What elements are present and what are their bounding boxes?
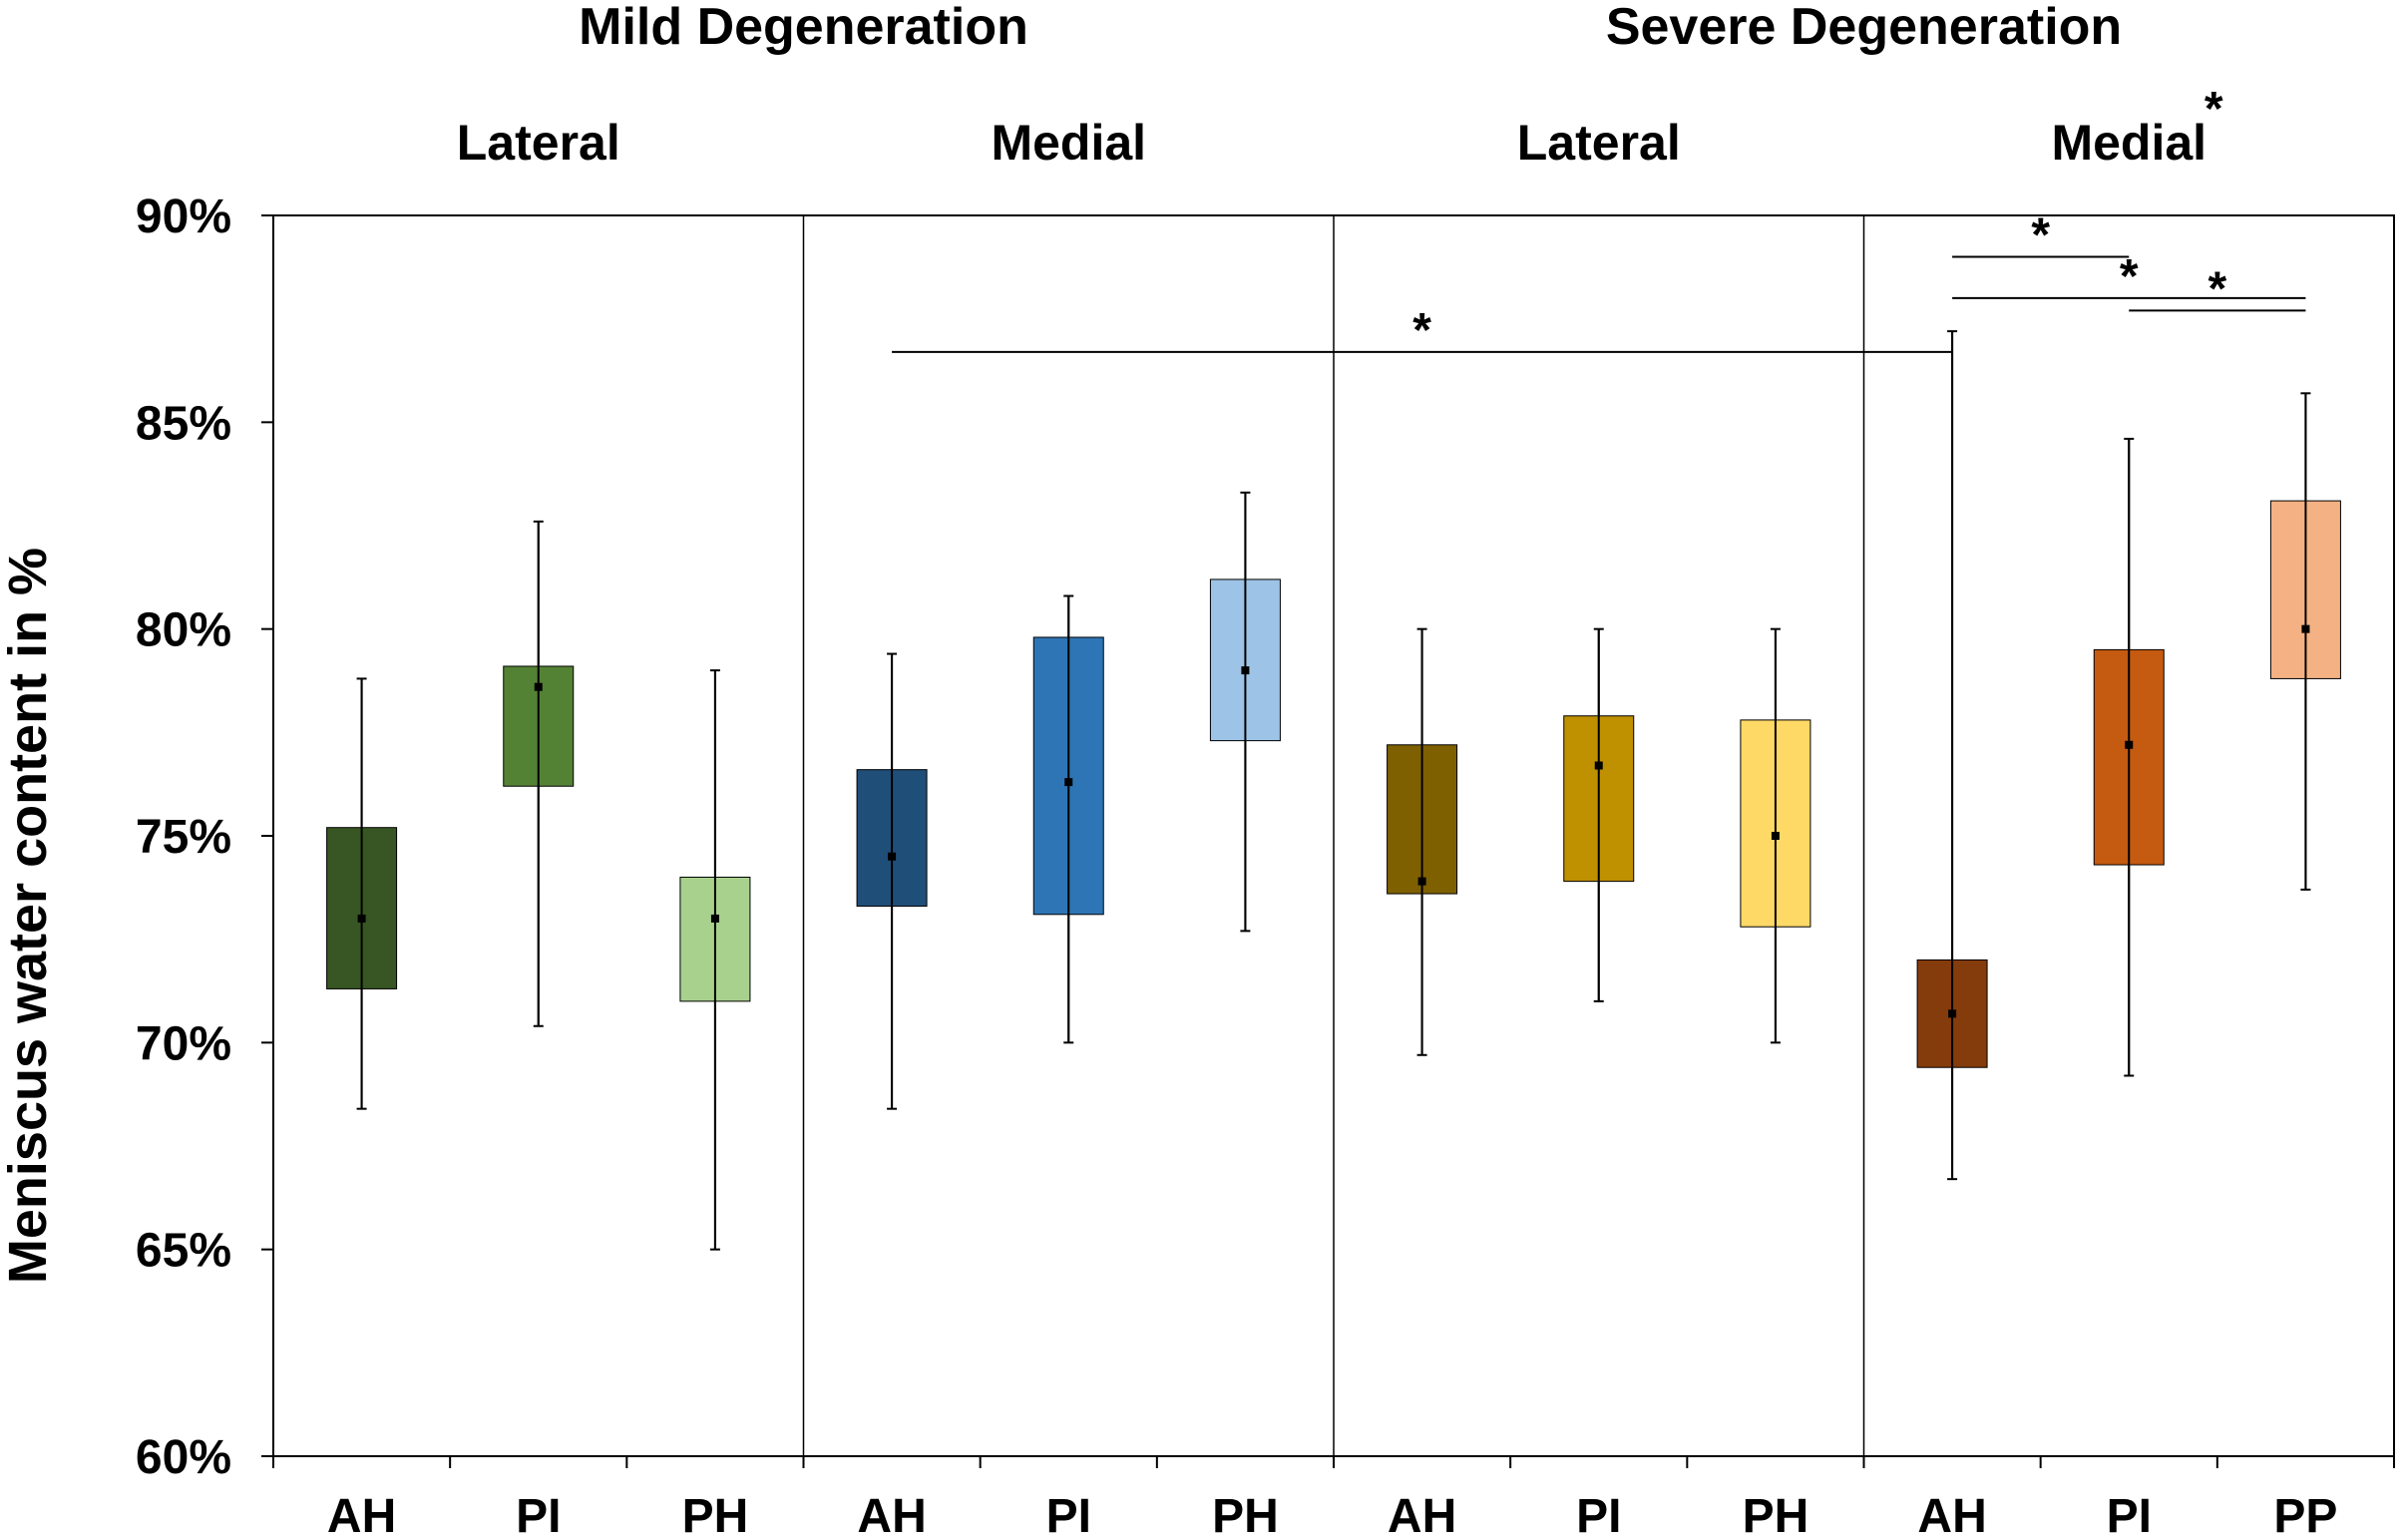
degeneration-header: Mild Degeneration xyxy=(579,0,1028,56)
median-marker xyxy=(1594,761,1603,770)
x-tick-label: PI xyxy=(516,1490,561,1540)
median-marker xyxy=(1241,666,1250,675)
median-marker xyxy=(357,914,366,923)
significance-star: * xyxy=(1412,304,1431,357)
x-tick-label: PH xyxy=(1212,1490,1279,1540)
box-pp-11 xyxy=(2269,392,2341,891)
x-tick-label: AH xyxy=(327,1490,396,1540)
median-marker xyxy=(2125,740,2134,749)
x-tick-label: PH xyxy=(1743,1490,1809,1540)
group-side-label: Medial xyxy=(2051,115,2206,171)
box-pi-10 xyxy=(2093,437,2165,1077)
y-axis-label: Meniscus water content in % xyxy=(0,548,58,1284)
y-tick-label: 85% xyxy=(136,397,231,450)
degeneration-header: Severe Degeneration xyxy=(1606,0,2122,56)
y-tick-label: 90% xyxy=(136,191,231,243)
group-side-label: Medial xyxy=(991,115,1146,171)
box-ph-5 xyxy=(1209,491,1281,933)
box-pi-7 xyxy=(1563,627,1635,1002)
box-pi-1 xyxy=(503,520,575,1027)
median-marker xyxy=(1948,1009,1957,1018)
significance-star: * xyxy=(2031,208,2050,261)
y-tick-label: 80% xyxy=(136,604,231,657)
box-ah-0 xyxy=(326,677,398,1110)
y-tick-label: 60% xyxy=(136,1431,231,1484)
median-marker xyxy=(1064,778,1073,787)
y-tick-label: 65% xyxy=(136,1225,231,1278)
box-ah-6 xyxy=(1387,627,1458,1056)
box-ph-2 xyxy=(679,669,751,1251)
group-side-label: Lateral xyxy=(457,115,620,171)
x-tick-label: AH xyxy=(1917,1490,1986,1540)
x-tick-label: AH xyxy=(1388,1490,1456,1540)
box-ah-9 xyxy=(1916,330,1988,1181)
x-tick-label: PH xyxy=(682,1490,749,1540)
x-tick-label: PI xyxy=(1576,1490,1621,1540)
median-marker xyxy=(888,852,897,861)
group-significance-star: * xyxy=(2205,83,2223,136)
box-pi-4 xyxy=(1032,594,1104,1044)
median-marker xyxy=(710,914,719,923)
x-tick-label: PI xyxy=(1046,1490,1091,1540)
median-marker xyxy=(2301,624,2310,633)
significance-star: * xyxy=(2207,262,2226,315)
y-tick-label: 75% xyxy=(136,811,231,864)
y-tick-label: 70% xyxy=(136,1017,231,1070)
median-marker xyxy=(534,682,543,691)
significance-star: * xyxy=(2120,250,2139,303)
box-ah-3 xyxy=(856,652,928,1110)
median-marker xyxy=(1417,877,1426,886)
group-side-label: Lateral xyxy=(1517,115,1681,171)
x-tick-label: PP xyxy=(2273,1490,2337,1540)
x-tick-label: AH xyxy=(857,1490,926,1540)
box-ph-8 xyxy=(1740,627,1811,1044)
x-tick-label: PI xyxy=(2107,1490,2152,1540)
median-marker xyxy=(1771,832,1780,840)
